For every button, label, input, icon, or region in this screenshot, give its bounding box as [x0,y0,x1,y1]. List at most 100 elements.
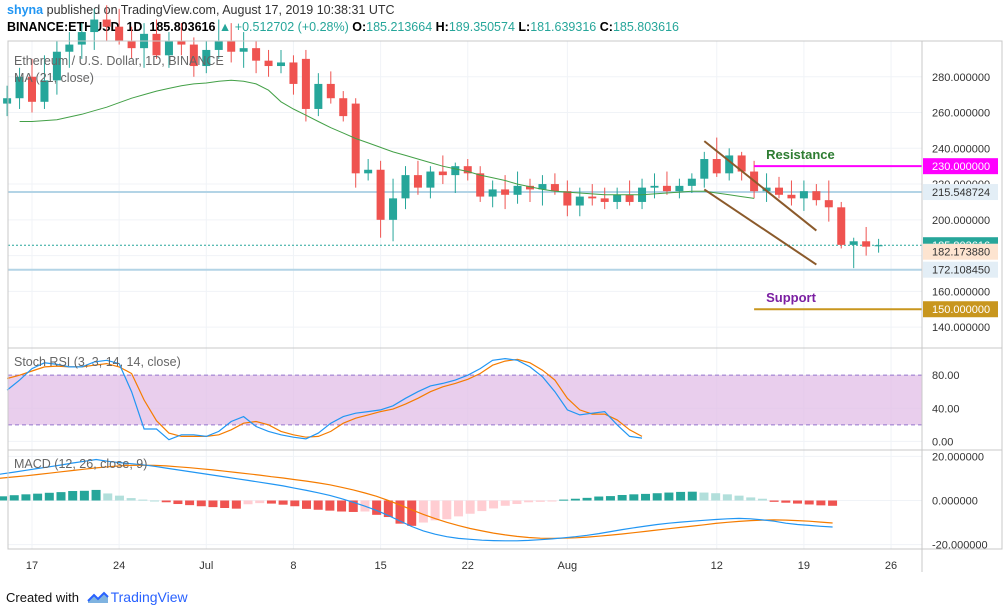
macd-histogram-bar [652,493,662,501]
macd-histogram-bar [781,500,791,503]
candle-body [513,185,522,195]
macd-histogram-bar [68,491,78,501]
level-price-tag: 172.108450 [932,265,990,277]
ohlc-line: BINANCE:ETHUSD, 1D 185.803616 ▲ +0.51270… [7,20,679,34]
candle-body [575,196,584,206]
chart-axes: 280.000000 260.000000 240.000000 22 0.000000… [7,40,1003,572]
macd-histogram-bar [313,500,323,510]
macd-histogram-bar [278,500,288,505]
candle-body [451,166,460,176]
level-price-tag: 215.548724 [932,187,990,199]
candle-body [52,51,61,81]
candle-body [426,171,435,188]
x-tick-label: Aug [558,560,578,572]
candle-body [650,185,659,188]
y-tick-label: 80.00 [932,370,960,382]
x-tick-label: 19 [798,560,810,572]
macd-histogram-bar [442,500,452,520]
last-price: 185.803616 [149,20,216,34]
support-label: Support [766,290,816,305]
macd-histogram-bar [711,493,721,501]
macd-histogram-bar [524,500,534,503]
candle-body [3,98,12,104]
macd-histogram-bar [161,500,171,503]
macd-histogram-bar [407,500,417,526]
level-price-tag: 182.173880 [932,247,990,259]
macd-histogram-bar [395,500,405,524]
candle-body [725,155,734,174]
candle-body [613,194,622,202]
macd-histogram-bar [605,496,615,501]
macd-histogram-bar [559,499,569,501]
chart-frame [7,40,1003,550]
close-value: 185.803616 [612,20,679,34]
macd-histogram-bar [266,500,276,504]
macd-histogram-bar [570,498,580,501]
macd-histogram-bar [91,489,101,501]
candle-body [264,60,273,67]
candle-body [849,241,858,245]
macd-histogram-bar [290,500,300,507]
macd-histogram-bar [301,500,311,509]
macd-line [0,458,833,542]
candle-body [737,155,746,172]
tradingview-brand[interactable]: TradingView [110,589,188,605]
price-pane-title: Ethereum / U.S. Dollar, 1D, BINANCE [14,54,224,68]
macd-histogram-bar [0,496,8,501]
x-tick-label: 24 [113,560,125,572]
macd-histogram-bar [337,500,347,512]
candle-body [625,194,634,202]
candle-body [202,49,211,67]
macd-histogram-bar [769,500,779,502]
candle-body [214,41,223,50]
candle-body [675,185,684,192]
macd-histogram-bar [325,500,335,511]
macd-histogram-bar [722,494,732,501]
candle-body [314,83,323,109]
macd-histogram-bar [547,500,557,502]
macd-histogram-bar [500,500,510,506]
stoch-d-line [6,358,643,438]
macd-histogram-bar [220,500,230,508]
price-pane[interactable] [3,5,922,311]
y-tick-label: 260.000000 [932,108,990,120]
x-tick-label: Jul [199,560,213,572]
macd-histogram-bar [196,500,206,507]
candle-body [837,207,846,245]
candle-body [775,187,783,195]
stoch-rsi-pane[interactable] [6,357,922,441]
created-with-text: Created with [6,590,79,605]
candle-body [252,48,261,61]
candle-body [152,33,161,56]
ma-21-line [19,79,755,199]
resistance-price-tag-bg [923,158,998,175]
macd-histogram-bar [676,491,686,501]
candle-body [289,62,298,84]
candle-body [15,76,24,99]
candle-body [339,98,348,117]
candle-body [389,198,398,220]
candle-body [239,48,248,52]
macd-histogram-bar [734,495,744,501]
resistance-price-tag: 230.000000 [932,161,990,173]
channel-trend-line [703,140,817,232]
candle-body [799,191,808,199]
x-tick-label: 8 [290,560,296,572]
stoch-rsi-title: Stoch RSI (3, 3, 14, 14, close) [14,355,181,369]
macd-histogram-bar [255,500,265,504]
low-label: L: [518,20,531,34]
candle-body [762,187,771,192]
macd-pane[interactable] [0,458,838,542]
low-value: 181.639316 [530,20,597,34]
publish-info: published on TradingView.com, August 17,… [46,3,395,17]
candle-body [189,44,198,67]
chart-labels: Resistance Support 230.000000 150.000000 215… [14,54,998,471]
candle-body [463,166,472,174]
trading-chart[interactable]: 280.000000 260.000000 240.000000 22 0.000000… [0,0,1006,586]
publisher-name[interactable]: shyna [7,3,44,17]
tradingview-logo-icon [86,591,109,603]
macd-histogram-bar [594,496,604,501]
macd-histogram-bar [664,492,674,501]
macd-histogram-bar [126,498,136,501]
candle-body [438,171,447,176]
